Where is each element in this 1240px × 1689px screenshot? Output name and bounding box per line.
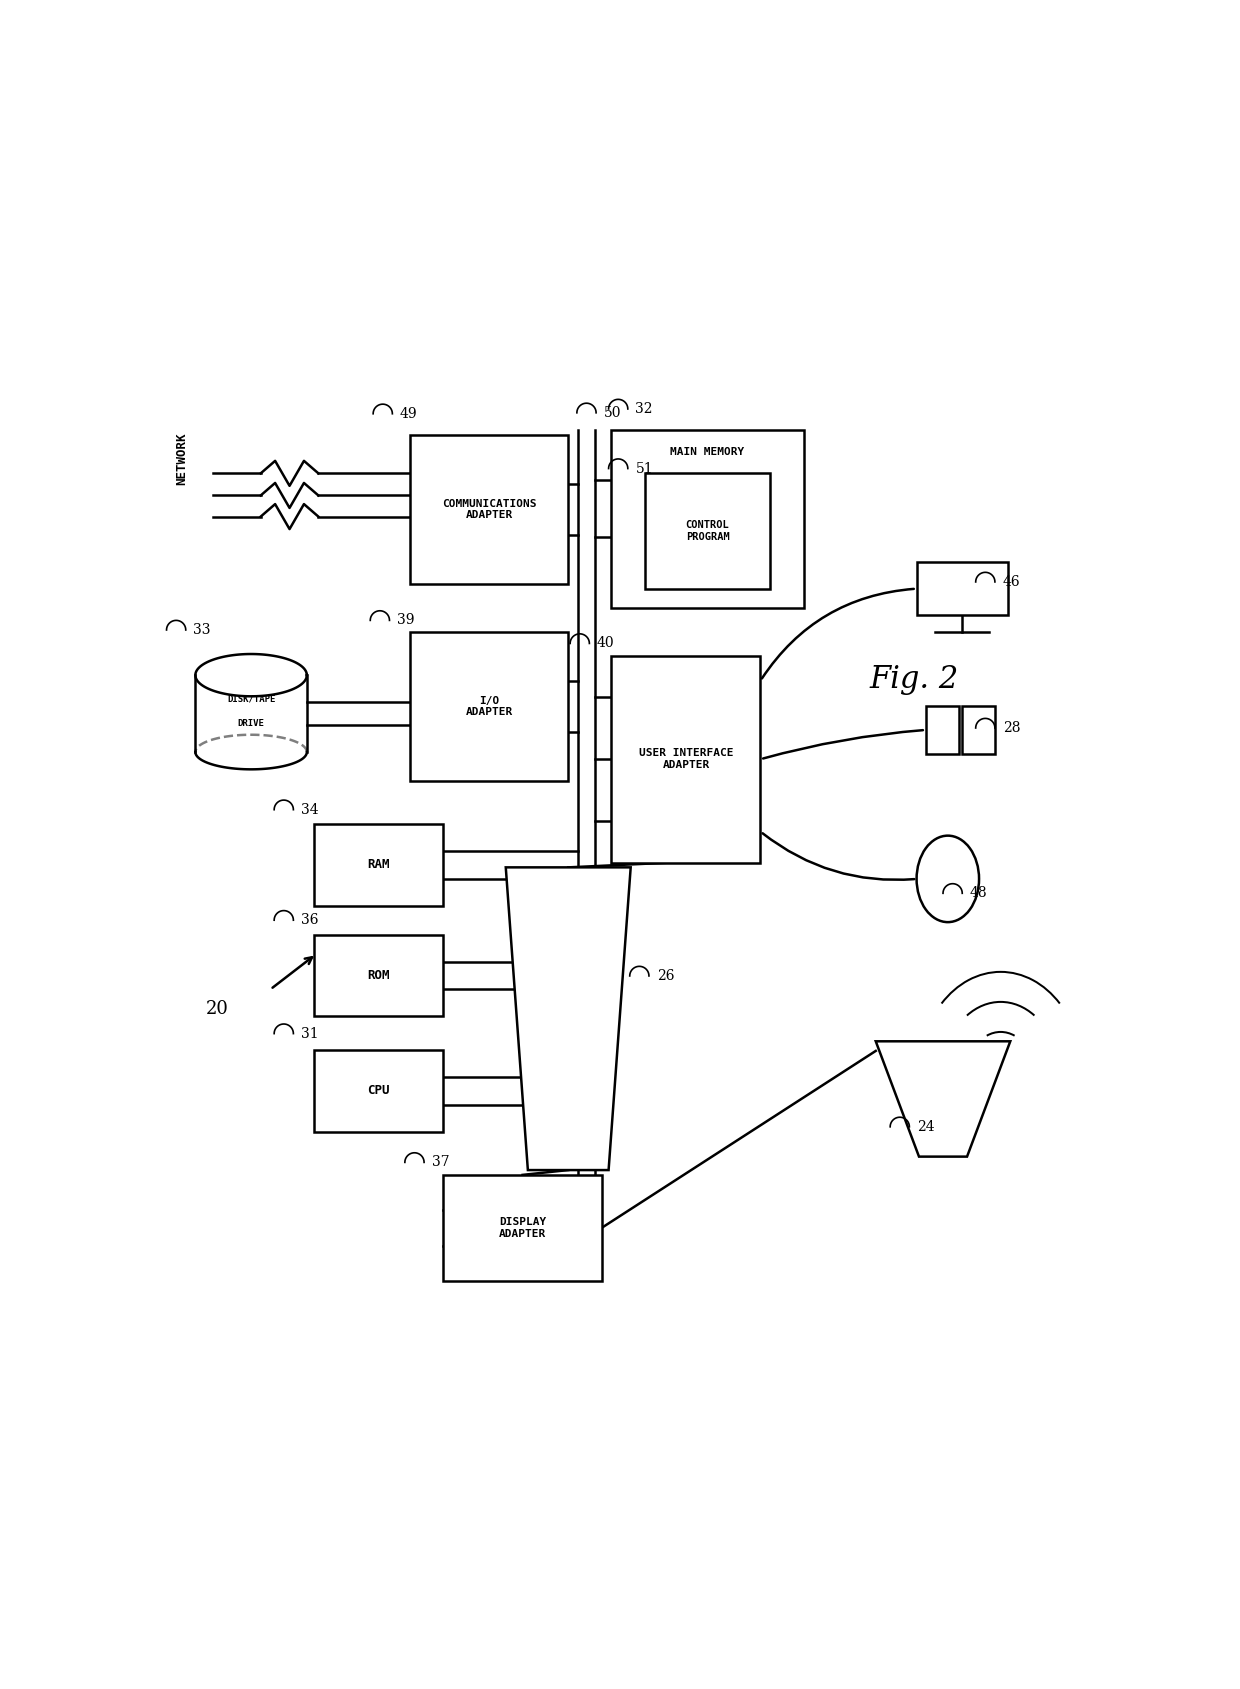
- Polygon shape: [875, 1042, 1011, 1157]
- Text: 28: 28: [1003, 721, 1021, 735]
- Bar: [926, 706, 959, 753]
- Text: MAIN MEMORY: MAIN MEMORY: [671, 448, 745, 458]
- Bar: [444, 1176, 601, 1280]
- Text: DISK/TAPE: DISK/TAPE: [227, 694, 275, 704]
- Text: 36: 36: [301, 914, 319, 927]
- Text: 26: 26: [657, 969, 675, 983]
- Text: DISPLAY
ADAPTER: DISPLAY ADAPTER: [498, 1218, 546, 1238]
- Text: 46: 46: [1003, 574, 1021, 589]
- Text: 24: 24: [918, 1120, 935, 1133]
- Bar: [314, 824, 444, 905]
- Text: 34: 34: [301, 802, 319, 817]
- Bar: [314, 934, 444, 1017]
- Bar: [611, 431, 804, 608]
- Bar: [611, 655, 760, 863]
- Ellipse shape: [916, 836, 980, 922]
- Text: 48: 48: [970, 887, 987, 900]
- Text: 39: 39: [397, 613, 414, 627]
- Bar: [314, 1051, 444, 1132]
- Text: 31: 31: [301, 1027, 319, 1040]
- Bar: [916, 562, 1008, 615]
- Text: 40: 40: [596, 637, 615, 650]
- Polygon shape: [506, 868, 631, 1170]
- Text: 51: 51: [635, 461, 653, 476]
- Bar: [962, 706, 994, 753]
- Text: 50: 50: [604, 405, 621, 421]
- Text: RAM: RAM: [367, 858, 389, 872]
- Text: USER INTERFACE
ADAPTER: USER INTERFACE ADAPTER: [639, 748, 733, 770]
- Text: 33: 33: [193, 623, 211, 637]
- Text: Fig. 2: Fig. 2: [869, 664, 959, 696]
- Text: CONTROL
PROGRAM: CONTROL PROGRAM: [686, 520, 729, 542]
- Text: ROM: ROM: [367, 969, 389, 981]
- Bar: [409, 434, 568, 584]
- Text: 37: 37: [432, 1155, 449, 1169]
- Text: 32: 32: [635, 402, 653, 415]
- Text: CPU: CPU: [367, 1084, 389, 1098]
- Text: 49: 49: [401, 407, 418, 421]
- Text: 20: 20: [206, 1000, 229, 1018]
- Text: I/O
ADAPTER: I/O ADAPTER: [465, 696, 512, 718]
- Text: DRIVE: DRIVE: [238, 720, 264, 728]
- Text: COMMUNICATIONS
ADAPTER: COMMUNICATIONS ADAPTER: [441, 498, 536, 520]
- Bar: [409, 632, 568, 780]
- Bar: [645, 473, 770, 589]
- Text: NETWORK: NETWORK: [175, 432, 188, 485]
